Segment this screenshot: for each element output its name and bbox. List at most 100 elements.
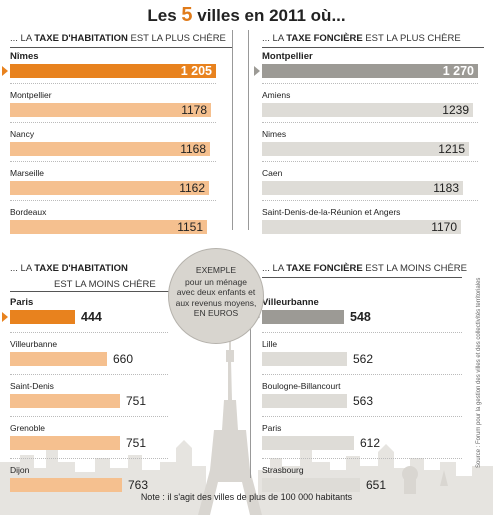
- panel-habitation-moins-chere-title-line2: EST LA MOINS CHÈRE: [54, 279, 156, 290]
- value-label: 660: [113, 352, 134, 366]
- pointer-arrow-icon: [2, 66, 8, 76]
- bar: [262, 64, 478, 78]
- row-separator: [10, 200, 216, 201]
- city-label: Marseille: [10, 168, 45, 178]
- bar: [10, 103, 211, 117]
- row-separator: [10, 83, 216, 84]
- row-separator: [10, 332, 168, 333]
- value-label: 1162: [179, 181, 205, 195]
- city-label: Nîmes: [10, 51, 39, 62]
- value-label: 751: [126, 436, 147, 450]
- city-label: Dijon: [10, 465, 30, 475]
- city-label: Caen: [262, 168, 283, 178]
- value-label: 1183: [433, 181, 459, 195]
- bar: [262, 220, 461, 234]
- bar: [262, 103, 473, 117]
- row-separator: [262, 200, 478, 201]
- value-label: 1239: [442, 103, 469, 117]
- row-separator: [10, 458, 168, 459]
- city-label: Paris: [262, 423, 282, 433]
- panel-border: [232, 30, 233, 230]
- value-label: 1 270: [442, 64, 474, 78]
- pointer-arrow-icon: [2, 312, 8, 322]
- bar: [262, 436, 354, 450]
- bar: [10, 142, 210, 156]
- bar: [10, 436, 120, 450]
- row-separator: [10, 374, 168, 375]
- value-label: 1178: [181, 103, 207, 117]
- source-credit: Source : Forum pour la gestion des ville…: [476, 277, 482, 468]
- value-label: 1215: [438, 142, 465, 156]
- example-bubble-line: avec deux enfants et: [176, 287, 256, 297]
- city-label: Amiens: [262, 90, 291, 100]
- row-separator: [262, 83, 478, 84]
- row-separator: [262, 122, 478, 123]
- example-bubble-title: EXEMPLE: [195, 265, 237, 275]
- row-separator: [262, 332, 462, 333]
- bar: [262, 181, 463, 195]
- value-label: 1151: [177, 220, 203, 234]
- bar: [10, 181, 209, 195]
- city-label: Villeurbanne: [10, 339, 58, 349]
- panel-border: [250, 268, 251, 478]
- value-label: 548: [350, 310, 371, 324]
- city-label: Villeurbanne: [262, 297, 319, 308]
- bar: [262, 142, 469, 156]
- row-separator: [262, 374, 462, 375]
- row-separator: [262, 416, 462, 417]
- value-label: 612: [360, 436, 381, 450]
- row-separator: [10, 416, 168, 417]
- bar: [262, 478, 360, 492]
- city-label: Nimes: [262, 129, 287, 139]
- row-separator: [262, 161, 478, 162]
- bar: [262, 352, 347, 366]
- row-separator: [10, 122, 216, 123]
- bar: [10, 394, 120, 408]
- page-title: Les 5 villes en 2011 où...: [147, 4, 346, 26]
- city-label: Montpellier: [10, 90, 52, 100]
- panel-fonciere-moins-chere-title: ... LA TAXE FONCIÈRE EST LA MOINS CHÈRE: [262, 263, 468, 274]
- bar: [262, 394, 347, 408]
- value-label: 1168: [180, 142, 206, 156]
- value-label: 651: [366, 478, 387, 492]
- example-bubble-line: aux revenus moyens,: [175, 297, 257, 308]
- example-bubble: EXEMPLE pour un ménage avec deux enfants…: [168, 248, 264, 344]
- panel-divider: [10, 291, 170, 292]
- bar: [10, 478, 122, 492]
- bar: [10, 310, 75, 324]
- example-bubble-line: EN EUROS: [193, 308, 239, 318]
- city-label: Montpellier: [262, 51, 313, 62]
- footnote: Note : il s'agit des villes de plus de 1…: [140, 492, 353, 502]
- row-separator: [262, 458, 462, 459]
- panel-habitation-plus-chere-title: ... LA TAXE D'HABITATION EST LA PLUS CHÈ…: [10, 33, 226, 44]
- city-label: Grenoble: [10, 423, 45, 433]
- city-label: Nancy: [10, 129, 35, 139]
- city-label: Paris: [10, 297, 34, 308]
- panel-border: [248, 30, 249, 230]
- city-label: Saint-Denis: [10, 381, 54, 391]
- city-label: Lille: [262, 339, 278, 349]
- value-label: 444: [81, 310, 102, 324]
- city-label: Boulogne-Billancourt: [262, 381, 341, 391]
- value-label: 1 205: [180, 64, 212, 78]
- city-label: Strasbourg: [262, 465, 304, 475]
- bar: [10, 64, 216, 78]
- pointer-arrow-icon: [254, 66, 260, 76]
- city-label: Bordeaux: [10, 207, 47, 217]
- value-label: 751: [126, 394, 147, 408]
- panel-divider: [262, 47, 484, 48]
- example-bubble-line: pour un ménage: [185, 276, 247, 287]
- bar: [262, 310, 344, 324]
- value-label: 562: [353, 352, 374, 366]
- value-label: 1170: [431, 220, 457, 234]
- bar: [10, 220, 207, 234]
- city-label: Saint-Denis-de-la-Réunion et Angers: [262, 207, 401, 217]
- panel-fonciere-plus-chere-title: ... LA TAXE FONCIÈRE EST LA PLUS CHÈRE: [262, 33, 461, 44]
- value-label: 763: [128, 478, 149, 492]
- panel-habitation-moins-chere-title: ... LA TAXE D'HABITATION: [10, 263, 128, 274]
- row-separator: [10, 161, 216, 162]
- panel-divider: [10, 47, 232, 48]
- panel-divider: [262, 277, 462, 278]
- value-label: 563: [353, 394, 374, 408]
- bar: [10, 352, 107, 366]
